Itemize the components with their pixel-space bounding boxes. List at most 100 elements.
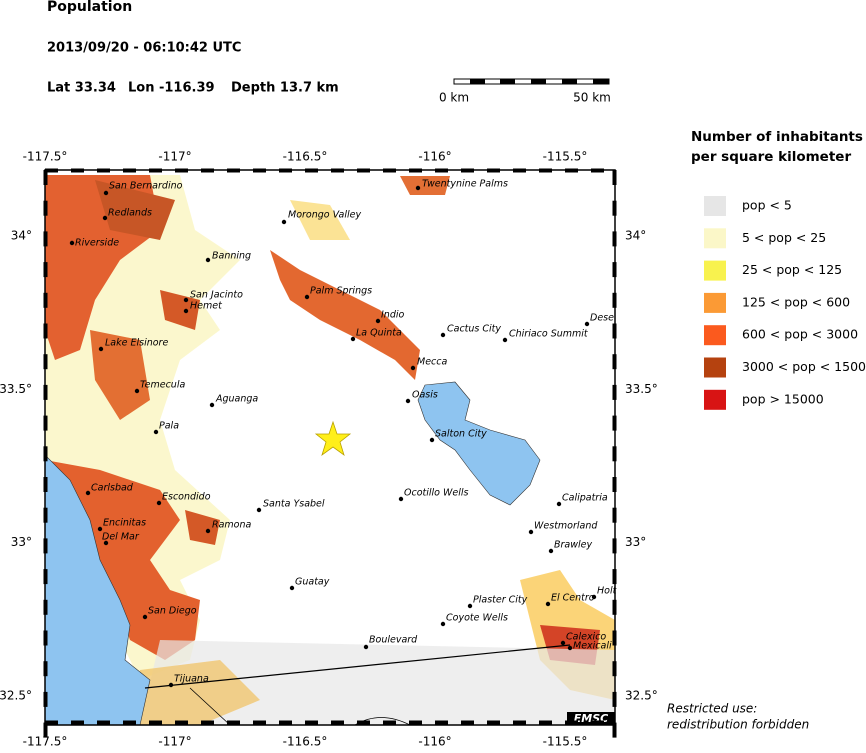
city-dot [429,437,435,443]
city-label: Santa Ysabel [263,499,325,510]
frame-dash [43,200,48,216]
frame-dash [43,354,48,370]
frame-dash [43,384,48,400]
city-label: Oasis [412,390,438,401]
city-label: Brawley [554,540,592,551]
city-label: Del Mar [102,532,140,543]
city-label: Holt [597,586,618,597]
city-label: San Jacinto [190,290,243,301]
city-label: Plaster City [473,595,528,606]
city-dot [567,645,573,651]
frame-dash [201,720,214,725]
city-label: Cactus City [447,324,501,335]
lat-label: 34° [625,229,646,243]
frame-dash [43,477,48,492]
city-dot [85,490,91,496]
city-dot [548,548,554,554]
frame-dash [227,720,240,725]
title: Population [47,0,132,15]
lon-label: -116° [418,150,451,164]
city-dot [209,402,215,408]
legend-label: 600 < pop < 3000 [742,327,858,342]
frame-dash [409,168,422,173]
legend-swatch [704,292,726,313]
city-label: Tijuana [174,674,209,685]
frame-dash [612,200,617,216]
city-label: Morongo Valley [288,210,361,221]
frame-dash [279,720,292,725]
city-label: Hemet [190,301,223,312]
city-label: Banning [212,251,251,262]
city-label: Indio [381,310,404,321]
frame-dash [43,538,48,554]
legend-swatch [704,196,726,216]
frame-dash [383,168,396,173]
city-dot [183,308,189,314]
epicenter [314,420,352,457]
city-dot [281,219,287,225]
frame-dash [71,720,84,725]
lat: Lat 33.34 [47,81,116,96]
frame-dash [331,168,344,173]
frame-dash [253,168,266,173]
lon-label: -116.5° [283,150,328,164]
city-dot [69,240,75,246]
frame-dash [43,262,48,278]
frame-dash [461,720,474,725]
frame-dash [461,168,474,173]
city-label: Coyote Wells [446,613,508,624]
city-dot [102,215,108,221]
city-dot [502,337,508,343]
depth: Depth 13.7 km [231,81,339,96]
frame-dash [565,168,578,173]
frame-dash [43,599,48,615]
lon-label: -117° [158,150,191,164]
frame-dash [612,630,617,646]
city-label: Aguanga [215,394,258,405]
city-dot [134,388,140,394]
frame-dash [591,168,604,173]
frame-dash [513,168,526,173]
frame-dash [149,720,162,725]
city-label: Ocotillo Wells [404,488,469,499]
city-dot [398,496,404,502]
city-label: Calipatria [562,493,608,504]
city-dot [350,336,356,342]
frame-dash [97,720,110,725]
city-label: Boulevard [369,635,418,646]
frame-dash [612,477,617,492]
frame-dash [409,720,422,725]
frame-dash [612,384,617,400]
scale-start: 0 km [439,91,469,105]
legend-swatch [704,260,726,281]
frame-dash [612,354,617,370]
city-dot [560,640,566,646]
city-label: Dese [590,313,614,324]
frame-dash [45,720,58,725]
city-label: Ramona [212,520,252,531]
legend: pop < 5 5 < pop < 25 25 < pop < 125 125 < p… [704,196,866,410]
city-label: Pala [159,421,179,432]
legend-swatch [704,357,726,378]
scale-end: 50 km [573,91,611,105]
frame-dash [175,720,188,725]
lat-label: 33° [625,535,646,549]
legend-label: pop < 5 [742,198,792,213]
city-label: El Centro [551,593,595,604]
city-dot [168,682,174,688]
city-label: Mexicali [573,641,612,652]
frame-dash [123,168,136,173]
restricted-note: redistribution forbidden [667,718,809,732]
frame-dash [487,168,500,173]
map-area: EMSC [44,169,616,726]
legend-swatch [704,228,726,249]
city-dot [142,614,148,620]
frame-dash [539,720,552,725]
frame-dash [123,720,136,725]
frame-dash [305,168,318,173]
city-dot [98,346,104,352]
city-label: Encinitas [103,518,146,529]
lat-label: 32.5° [0,688,32,702]
city-dot [304,294,310,300]
